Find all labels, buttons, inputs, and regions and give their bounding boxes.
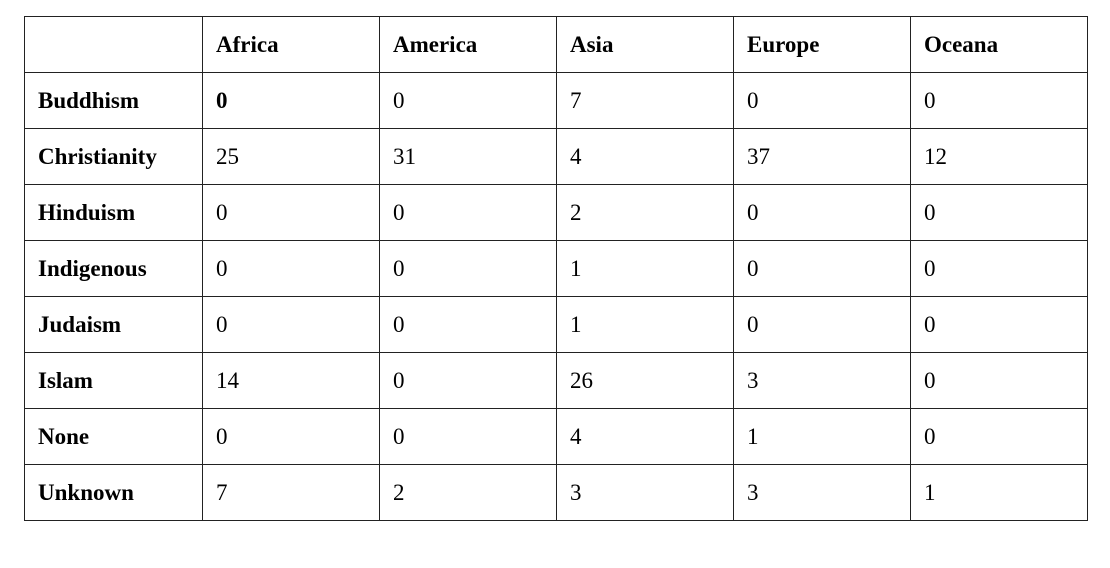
table-cell: 7 — [556, 72, 734, 129]
row-header-hinduism: Hinduism — [24, 184, 203, 241]
table-row: Unknown 7 2 3 3 1 — [24, 464, 1088, 521]
table-cell: 0 — [910, 352, 1088, 409]
table-cell: 14 — [202, 352, 380, 409]
table-cell: 1 — [910, 464, 1088, 521]
table-cell: 37 — [733, 128, 911, 185]
table-cell: 3 — [733, 352, 911, 409]
table-cell: 0 — [733, 240, 911, 297]
table-cell: 1 — [556, 240, 734, 297]
table-cell: 0 — [733, 72, 911, 129]
table-row: Hinduism 0 0 2 0 0 — [24, 184, 1088, 241]
table-cell: 0 — [202, 296, 380, 353]
row-header-indigenous: Indigenous — [24, 240, 203, 297]
table-cell: 4 — [556, 128, 734, 185]
table-row: Indigenous 0 0 1 0 0 — [24, 240, 1088, 297]
table-cell: 0 — [202, 72, 380, 129]
table-cell: 0 — [910, 72, 1088, 129]
table-cell: 0 — [202, 408, 380, 465]
header-row: Africa America Asia Europe Oceana — [24, 16, 1088, 73]
religion-by-region-table-container: Africa America Asia Europe Oceana Buddhi… — [24, 16, 1088, 521]
table-cell: 0 — [202, 240, 380, 297]
table-cell: 0 — [202, 184, 380, 241]
table-cell: 0 — [379, 408, 557, 465]
row-header-judaism: Judaism — [24, 296, 203, 353]
table-row: Buddhism 0 0 7 0 0 — [24, 72, 1088, 129]
table-cell: 2 — [556, 184, 734, 241]
table-cell: 1 — [733, 408, 911, 465]
table-cell: 3 — [556, 464, 734, 521]
table-cell: 4 — [556, 408, 734, 465]
corner-cell — [24, 16, 203, 73]
row-header-christianity: Christianity — [24, 128, 203, 185]
table-cell: 0 — [379, 240, 557, 297]
table-cell: 0 — [910, 184, 1088, 241]
table-cell: 3 — [733, 464, 911, 521]
table-row: Islam 14 0 26 3 0 — [24, 352, 1088, 409]
column-header-europe: Europe — [733, 16, 911, 73]
column-header-america: America — [379, 16, 557, 73]
table-cell: 26 — [556, 352, 734, 409]
column-header-asia: Asia — [556, 16, 734, 73]
table-cell: 12 — [910, 128, 1088, 185]
table-cell: 7 — [202, 464, 380, 521]
religion-by-region-table: Africa America Asia Europe Oceana Buddhi… — [24, 16, 1088, 521]
table-cell: 1 — [556, 296, 734, 353]
table-cell: 0 — [733, 184, 911, 241]
table-cell: 0 — [379, 72, 557, 129]
row-header-unknown: Unknown — [24, 464, 203, 521]
table-cell: 0 — [379, 352, 557, 409]
row-header-none: None — [24, 408, 203, 465]
table-cell: 0 — [733, 296, 911, 353]
table-cell: 31 — [379, 128, 557, 185]
table-cell: 0 — [379, 184, 557, 241]
table-cell: 2 — [379, 464, 557, 521]
table-cell: 0 — [910, 408, 1088, 465]
table-cell: 0 — [910, 240, 1088, 297]
table-row: Christianity 25 31 4 37 12 — [24, 128, 1088, 185]
row-header-buddhism: Buddhism — [24, 72, 203, 129]
column-header-oceana: Oceana — [910, 16, 1088, 73]
table-row: None 0 0 4 1 0 — [24, 408, 1088, 465]
table-cell: 0 — [379, 296, 557, 353]
table-cell: 25 — [202, 128, 380, 185]
row-header-islam: Islam — [24, 352, 203, 409]
table-cell: 0 — [910, 296, 1088, 353]
column-header-africa: Africa — [202, 16, 380, 73]
table-row: Judaism 0 0 1 0 0 — [24, 296, 1088, 353]
